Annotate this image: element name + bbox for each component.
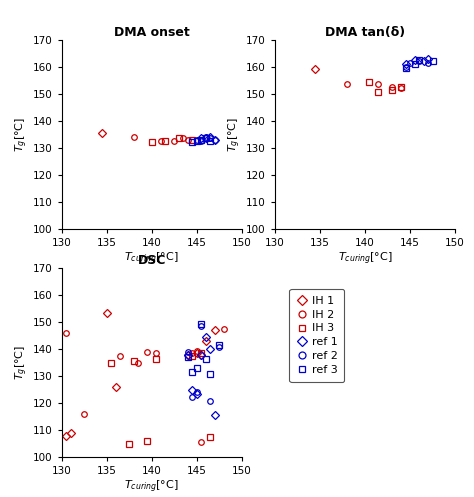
Y-axis label: $T_g$[°C]: $T_g$[°C] <box>14 345 30 380</box>
Title: DSC: DSC <box>137 254 166 267</box>
X-axis label: $T_{curing}$[°C]: $T_{curing}$[°C] <box>124 479 179 496</box>
Legend: IH 1, IH 2, IH 3, ref 1, ref 2, ref 3: IH 1, IH 2, IH 3, ref 1, ref 2, ref 3 <box>290 289 344 382</box>
Y-axis label: $T_g$[°C]: $T_g$[°C] <box>14 117 30 152</box>
X-axis label: $T_{curing}$[°C]: $T_{curing}$[°C] <box>337 250 392 267</box>
Y-axis label: $T_g$[°C]: $T_g$[°C] <box>227 117 243 152</box>
Title: DMA onset: DMA onset <box>114 25 190 39</box>
X-axis label: $T_{curing}$[°C]: $T_{curing}$[°C] <box>124 250 179 267</box>
Title: DMA tan(δ): DMA tan(δ) <box>325 25 405 39</box>
